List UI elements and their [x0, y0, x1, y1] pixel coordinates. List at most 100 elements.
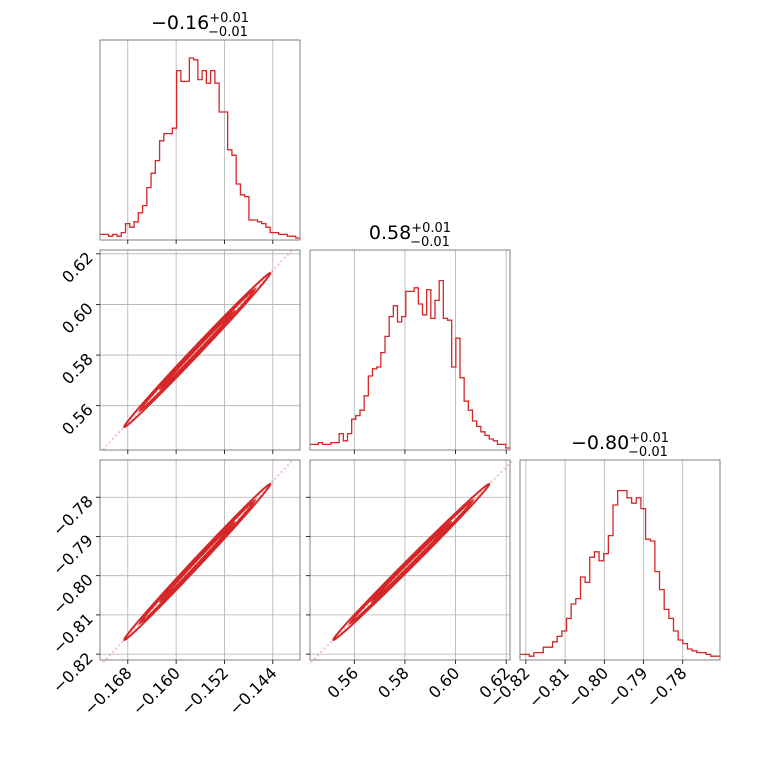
corr-0-1-sample [271, 269, 274, 273]
xtick-label-1-1: 0.58 [374, 663, 413, 702]
corr-0-1-sample [274, 266, 277, 269]
ytick-label-1-1: 0.58 [58, 349, 97, 388]
corr-1-2-frame [309, 459, 511, 661]
corr-0-1-sample [114, 434, 118, 437]
corr-0-1-contour-2 [158, 309, 236, 391]
ytick-label-2-1: −0.81 [49, 609, 97, 657]
corr-1-2-sample [510, 460, 513, 464]
hist-2-err-plus: +0.01 [629, 431, 669, 446]
ytick-label-1-3: 0.62 [58, 248, 97, 287]
hist-1-steps [310, 279, 510, 449]
corr-0-1-sample [133, 414, 137, 418]
corr-0-1-frame [99, 249, 301, 451]
hist-1-err-minus: −0.01 [410, 235, 450, 250]
hist-2-median: −0.80 [571, 432, 629, 454]
xtick-label-2-4: −0.78 [642, 663, 690, 711]
xtick-label-2-1: −0.81 [525, 663, 573, 711]
corr-1-2-sample [503, 467, 506, 470]
ytick-label-2-3: −0.79 [49, 531, 97, 579]
corr-panel-0-2 [96, 459, 301, 664]
hist-0-err-minus: −0.01 [208, 25, 248, 40]
corr-0-2-sample [286, 464, 290, 467]
corr-0-1-contour-1 [138, 287, 257, 413]
corr-1-2-sample [496, 474, 500, 477]
hist-1-frame [309, 249, 511, 451]
corr-0-2-contour-1 [138, 498, 257, 625]
corr-0-1-sample [108, 440, 112, 444]
xtick-label-0-2: −0.152 [177, 663, 232, 718]
corr-1-2-sample [326, 644, 330, 647]
ytick-label-2-4: −0.78 [49, 492, 97, 540]
xtick-label-2-3: −0.79 [603, 663, 651, 711]
corr-0-1-sample [286, 253, 290, 256]
ytick-label-1-2: 0.60 [58, 299, 97, 338]
corr-0-2-sample [289, 460, 293, 464]
corr-1-2-sample [316, 654, 320, 657]
hist-2-title: −0.80+0.01 −0.01 [571, 431, 669, 460]
xtick-label-0-1: −0.160 [129, 663, 184, 718]
corr-1-2-sample [506, 464, 510, 467]
corr-0-1-sample [258, 282, 261, 286]
corr-0-2-sample [102, 660, 105, 664]
hist-2-err-minus: −0.01 [628, 445, 668, 460]
corr-1-2-sample [453, 517, 456, 520]
corr-1-2-sample [490, 480, 493, 484]
hist-0-title: −0.16+0.01 −0.01 [151, 11, 249, 40]
corr-1-2-sample [343, 627, 346, 630]
corr-1-2-sample [476, 494, 480, 497]
hist-panel-0: −0.16+0.01 −0.01 [99, 11, 301, 244]
corr-0-1-sample [118, 431, 121, 434]
hist-0-median: −0.16 [151, 12, 209, 34]
corr-0-1-sample [102, 447, 105, 450]
corr-1-2-sample [323, 647, 326, 650]
corr-0-1-contour-0 [123, 271, 272, 429]
corr-0-2-sample [105, 657, 108, 660]
corr-0-2-sample [271, 480, 274, 484]
ytick-label-2-0: −0.82 [49, 649, 97, 697]
hist-0-err-plus: +0.01 [209, 11, 249, 26]
corr-panel-1-2 [306, 459, 513, 664]
corr-1-2-contour-1 [348, 498, 475, 625]
corr-panel-0-1 [96, 249, 301, 454]
hist-1-median: 0.58 [369, 222, 411, 244]
corr-0-2-sample [118, 644, 121, 647]
corr-1-2-sample [493, 477, 496, 480]
corr-0-2-contour-0 [123, 482, 272, 642]
corr-1-2-sample [473, 497, 476, 500]
corr-0-2-sample [274, 477, 277, 480]
corr-0-2-sample [277, 474, 280, 477]
xtick-label-0-3: −0.144 [225, 663, 280, 718]
corr-0-2-sample [258, 494, 261, 497]
hist-1-err-plus: +0.01 [411, 221, 451, 236]
xtick-label-2-2: −0.80 [564, 663, 612, 711]
corr-0-1-sample [236, 306, 240, 309]
xtick-label-1-0: 0.56 [324, 663, 363, 702]
corr-0-2-sample [280, 470, 283, 474]
corr-0-1-sample [283, 256, 286, 260]
corr-1-2-sample [320, 650, 323, 654]
corr-1-2-sample [330, 640, 333, 644]
corr-1-2-contour-0 [332, 482, 491, 642]
corr-0-2-sample [155, 604, 158, 607]
corr-1-2-sample [500, 470, 503, 474]
corr-1-2-sample [313, 657, 316, 660]
hist-2-steps [520, 489, 720, 657]
corr-0-2-contour-2 [158, 520, 236, 603]
corr-0-2-sample [121, 640, 124, 644]
hist-1-title: 0.58+0.01 −0.01 [369, 221, 451, 250]
hist-2-frame [519, 459, 721, 661]
corr-0-1-sample [277, 263, 280, 266]
corr-0-2-sample [111, 650, 115, 654]
corr-0-1-sample [105, 444, 108, 447]
corr-0-1-sample [111, 437, 115, 441]
xtick-label-1-2: 0.60 [425, 663, 464, 702]
ytick-label-2-2: −0.80 [49, 570, 97, 618]
corr-0-1-sample [289, 250, 293, 253]
corr-0-2-sample [114, 647, 118, 650]
corr-0-1-sample [280, 259, 283, 263]
ytick-label-1-0: 0.56 [58, 400, 97, 439]
hist-0-steps [100, 57, 300, 239]
hist-0-frame [99, 39, 301, 241]
corr-0-1-sample [121, 427, 124, 431]
